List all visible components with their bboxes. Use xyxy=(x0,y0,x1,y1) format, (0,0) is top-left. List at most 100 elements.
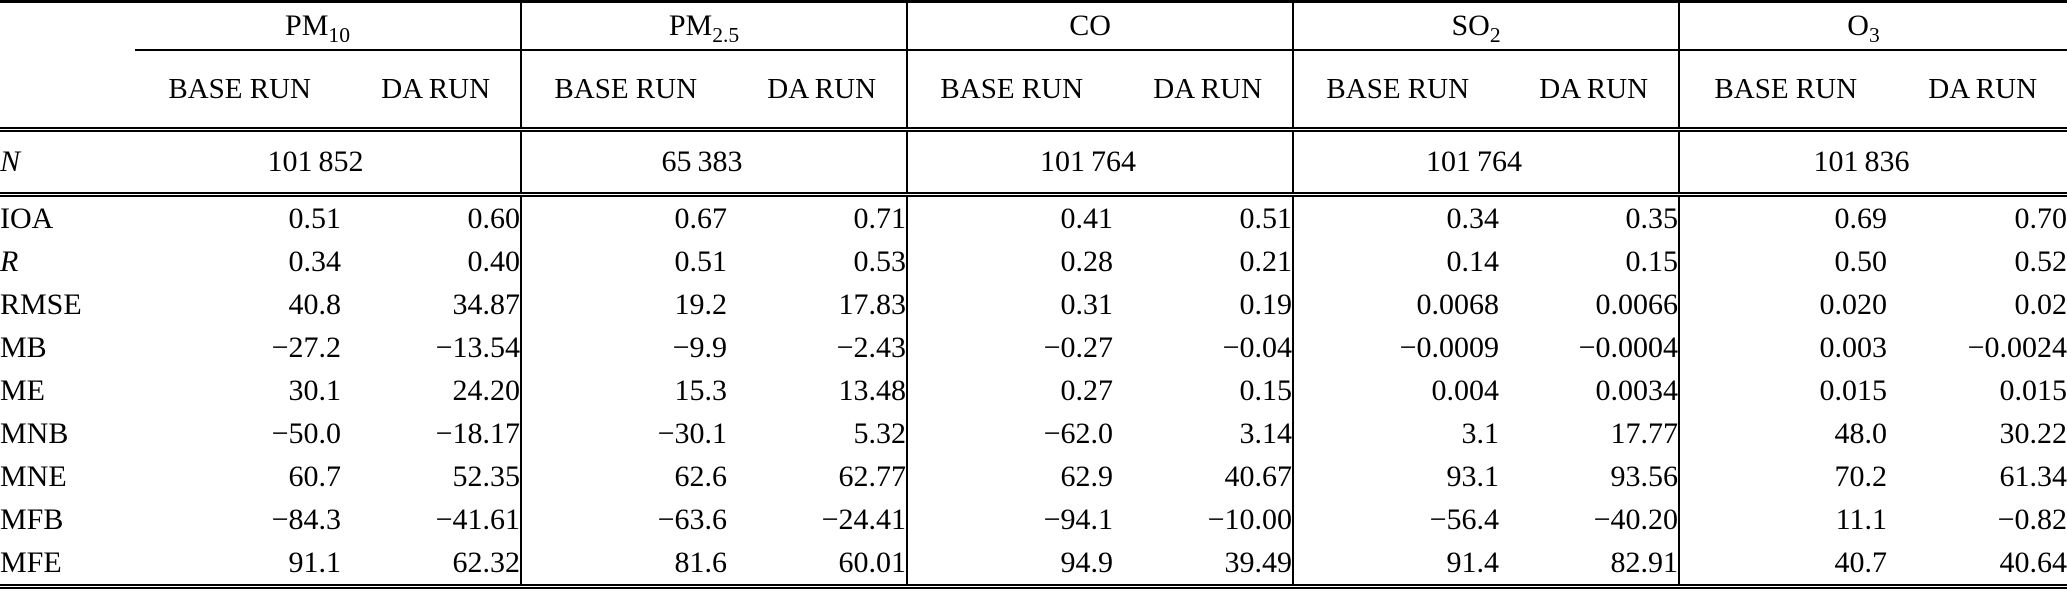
n-value-cell: 65 383 xyxy=(520,129,908,197)
metric-value-cell: 0.14 xyxy=(1292,240,1500,283)
metric-value-cell: −84.3 xyxy=(271,502,341,536)
metric-value-cell: 82.91 xyxy=(1499,541,1680,589)
metric-value-cell: −56.4 xyxy=(1292,498,1500,541)
pollutant-subscript: 10 xyxy=(328,23,350,47)
n-value-cell: 101 836 xyxy=(1678,129,2067,197)
metric-value-cell: 40.8 xyxy=(288,287,342,321)
pollutant-header-row: PM10 PM2.5 CO SO2 O3 xyxy=(0,1,2067,51)
metric-value-cell: 91.4 xyxy=(1292,541,1500,589)
metric-value-cell: −10.00 xyxy=(1207,502,1293,536)
metric-value-cell: 0.02 xyxy=(2014,287,2067,321)
base-run-header: BASE RUN xyxy=(135,50,341,132)
metric-value-cell: −63.6 xyxy=(520,498,728,541)
corner-cell xyxy=(0,2,135,51)
da-run-header: DA RUN xyxy=(1887,50,2067,132)
pollutant-name: PM xyxy=(668,9,713,42)
metric-value-cell: 0.71 xyxy=(853,201,907,235)
metric-value-cell: 62.9 xyxy=(906,455,1114,498)
da-run-header: DA RUN xyxy=(1113,50,1294,132)
table-row: RMSE 40.8 34.87 19.2 17.83 0.31 0.19 0.0068 0.0… xyxy=(0,283,2067,326)
metric-value-cell: 0.34 xyxy=(288,244,342,278)
metric-value-cell: 0.15 xyxy=(1239,373,1293,407)
metric-value-cell: 0.0066 xyxy=(1595,287,1679,321)
table-row: R 0.34 0.40 0.51 0.53 0.28 0.21 0.14 0.15 0.50 0.… xyxy=(0,240,2067,283)
metric-value-cell: 17.83 xyxy=(838,287,907,321)
metric-value-cell: 0.34 xyxy=(1292,194,1500,240)
metric-value-cell: 0.15 xyxy=(1625,244,1679,278)
metric-label: ME xyxy=(0,373,45,407)
table-row: MNB −50.0 −18.17 −30.1 5.32 −62.0 3.14 3.1 17.7… xyxy=(0,412,2067,455)
metric-value-cell: 0.19 xyxy=(1239,287,1293,321)
pollutant-subscript: 3 xyxy=(1868,23,1880,47)
base-run-header: BASE RUN xyxy=(1678,50,1888,132)
metric-value-cell: −50.0 xyxy=(271,416,341,450)
metric-value-cell: 93.1 xyxy=(1292,455,1500,498)
metric-value-cell: 0.020 xyxy=(1678,283,1888,326)
sample-count-row: N 101 852 65 383 101 764 101 764 101 836 xyxy=(0,129,2067,197)
metric-value-cell: 19.2 xyxy=(520,283,728,326)
metric-value-cell: 52.35 xyxy=(452,459,521,493)
metric-value-cell: 0.27 xyxy=(906,369,1114,412)
metric-value-cell: −94.1 xyxy=(906,498,1114,541)
metric-value-cell: 40.67 xyxy=(1224,459,1293,493)
metric-value-cell: 39.49 xyxy=(1113,541,1294,589)
metric-value-cell: 0.50 xyxy=(1678,240,1888,283)
metric-value-cell: 11.1 xyxy=(1678,498,1888,541)
metric-value-cell: −40.20 xyxy=(1593,502,1679,536)
run-header-row: BASE RUN DA RUN BASE RUN DA RUN BASE RUN… xyxy=(0,50,2067,132)
metric-value-cell: 0.0034 xyxy=(1595,373,1679,407)
metric-label: IOA xyxy=(0,201,54,235)
metric-label: MFE xyxy=(0,541,135,589)
metric-value-cell: −30.1 xyxy=(520,412,728,455)
metric-value-cell: 0.51 xyxy=(288,201,342,235)
metric-value-cell: −41.61 xyxy=(435,502,521,536)
metric-label: MNB xyxy=(0,416,69,450)
metric-value-cell: −18.17 xyxy=(435,416,521,450)
metric-value-cell: −0.0004 xyxy=(1578,330,1679,364)
metric-value-cell: 0.51 xyxy=(520,240,728,283)
metric-value-cell: 0.67 xyxy=(520,194,728,240)
metric-value-cell: 0.003 xyxy=(1678,326,1888,369)
metric-value-cell: 0.35 xyxy=(1625,201,1679,235)
metric-label: RMSE xyxy=(0,287,82,321)
pollutant-subscript: 2.5 xyxy=(712,23,740,47)
metric-value-cell: 5.32 xyxy=(853,416,907,450)
n-value-cell: 101 852 xyxy=(135,129,522,197)
metric-value-cell: 13.48 xyxy=(838,373,907,407)
metric-label: MFB xyxy=(0,502,64,536)
metric-value-cell: 30.22 xyxy=(1999,416,2067,450)
metric-value-cell: 0.53 xyxy=(853,244,907,278)
metric-value-cell: 91.1 xyxy=(135,541,341,589)
metric-value-cell: 17.77 xyxy=(1610,416,1679,450)
metric-value-cell: 0.0068 xyxy=(1292,283,1500,326)
metric-value-cell: 0.28 xyxy=(906,240,1114,283)
metric-value-cell: 94.9 xyxy=(906,541,1114,589)
da-run-header: DA RUN xyxy=(1499,50,1680,132)
table-row: MB −27.2 −13.54 −9.9 −2.43 −0.27 −0.04 −0.0009… xyxy=(0,326,2067,369)
metric-value-cell: 61.34 xyxy=(1999,459,2067,493)
metric-value-cell: 40.7 xyxy=(1678,541,1888,589)
table-body: IOA 0.51 0.60 0.67 0.71 0.41 0.51 0.34 0.35 0.69… xyxy=(0,194,2067,589)
base-run-header: BASE RUN xyxy=(906,50,1114,132)
metric-value-cell: −0.0009 xyxy=(1292,326,1500,369)
metric-value-cell: 30.1 xyxy=(288,373,342,407)
metric-value-cell: −27.2 xyxy=(271,330,341,364)
metric-value-cell: −13.54 xyxy=(435,330,521,364)
metric-value-cell: 0.60 xyxy=(467,201,521,235)
metric-label: MB xyxy=(0,330,47,364)
metric-value-cell: 0.015 xyxy=(1678,369,1888,412)
metric-value-cell: 70.2 xyxy=(1678,455,1888,498)
pollutant-name: SO xyxy=(1451,9,1490,42)
metric-value-cell: 0.31 xyxy=(906,283,1114,326)
n-value-cell: 101 764 xyxy=(1292,129,1680,197)
da-run-header: DA RUN xyxy=(341,50,522,132)
metric-value-cell: 62.77 xyxy=(838,459,907,493)
table-row: MFB −84.3 −41.61 −63.6 −24.41 −94.1 −10.00 −56… xyxy=(0,498,2067,541)
metric-value-cell: 0.21 xyxy=(1239,244,1293,278)
metric-value-cell: 62.32 xyxy=(341,541,522,589)
table-row: ME 30.1 24.20 15.3 13.48 0.27 0.15 0.004 0.0034… xyxy=(0,369,2067,412)
metric-value-cell: −62.0 xyxy=(906,412,1114,455)
group-header-so2: SO2 xyxy=(1292,1,1680,51)
